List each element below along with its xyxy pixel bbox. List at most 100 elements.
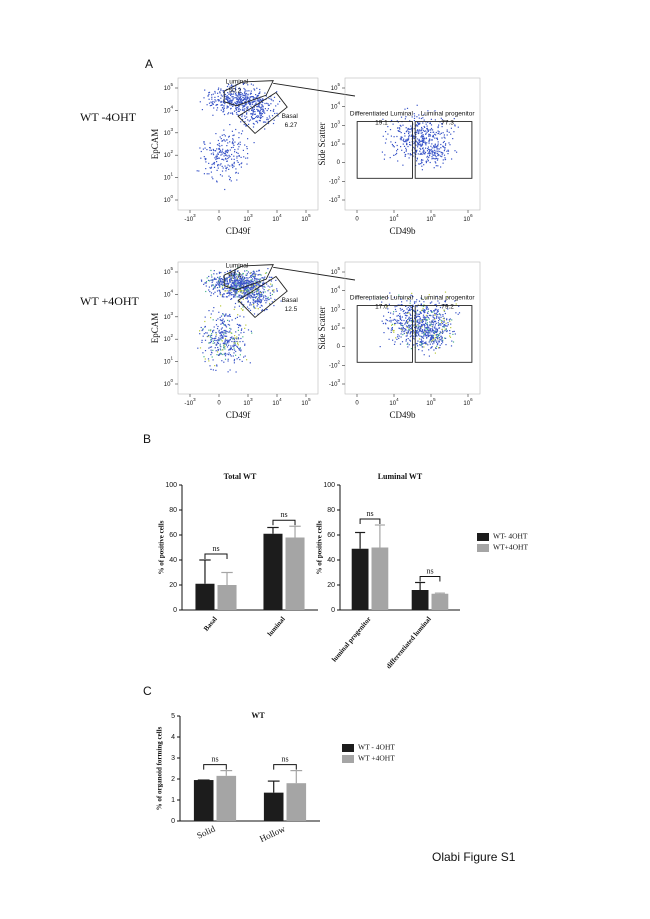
event-dot xyxy=(267,285,269,287)
event-dot xyxy=(253,100,255,103)
event-dot xyxy=(235,109,237,111)
event-dot xyxy=(436,295,438,297)
event-dot xyxy=(224,287,226,289)
event-dot xyxy=(251,96,253,98)
event-dot xyxy=(250,115,253,118)
event-dot xyxy=(232,282,234,284)
event-dot xyxy=(440,132,442,134)
event-dot xyxy=(261,110,264,112)
event-dot xyxy=(420,130,422,132)
event-dot xyxy=(427,148,429,150)
event-dot xyxy=(220,319,222,322)
event-dot xyxy=(217,276,219,278)
event-dot xyxy=(401,327,403,329)
event-dot xyxy=(431,301,433,303)
tick-label: 102 xyxy=(164,149,174,158)
event-dot xyxy=(384,154,386,156)
event-dot xyxy=(446,134,448,136)
event-dot xyxy=(211,279,213,281)
event-dot xyxy=(259,110,261,112)
event-dot xyxy=(444,301,446,303)
event-dot xyxy=(409,154,411,156)
event-dot xyxy=(238,94,240,96)
event-dot xyxy=(256,95,258,97)
event-dot xyxy=(424,328,426,330)
event-dot xyxy=(430,337,432,339)
event-dot xyxy=(268,276,270,278)
event-dot xyxy=(232,294,234,296)
event-dot xyxy=(211,356,213,358)
event-dot xyxy=(234,289,236,291)
event-dot xyxy=(225,168,228,170)
event-dot xyxy=(221,151,223,153)
tick-base: 10 xyxy=(331,123,338,129)
event-dot xyxy=(236,160,238,162)
event-dot xyxy=(418,322,420,324)
event-dot xyxy=(400,322,402,324)
event-dot xyxy=(224,280,227,282)
event-dot xyxy=(396,152,398,154)
event-dot xyxy=(443,324,445,326)
event-dot xyxy=(406,332,408,334)
event-dot xyxy=(250,92,252,94)
event-dot xyxy=(428,134,430,136)
tick-label: 102 xyxy=(331,322,341,331)
event-dot xyxy=(444,312,446,315)
event-dot xyxy=(238,164,240,166)
event-dot xyxy=(204,282,206,284)
event-dot xyxy=(222,148,224,150)
event-dot xyxy=(428,314,430,316)
event-dot xyxy=(431,158,433,160)
event-dot xyxy=(413,137,415,139)
event-dot xyxy=(409,141,411,143)
event-dot xyxy=(224,346,226,348)
event-dot xyxy=(447,150,450,152)
event-dot xyxy=(226,279,228,281)
event-dot xyxy=(455,312,457,314)
event-dot xyxy=(396,135,398,138)
event-dot xyxy=(234,272,236,274)
event-dot xyxy=(232,113,234,115)
event-dot xyxy=(204,350,207,352)
event-dot xyxy=(199,347,202,349)
event-dot xyxy=(240,275,242,277)
event-dot xyxy=(419,317,421,319)
event-dot xyxy=(247,286,250,288)
event-dot xyxy=(232,277,235,279)
event-dot xyxy=(423,310,426,312)
event-dot xyxy=(240,291,242,293)
event-dot xyxy=(231,96,233,98)
tick-exponent: 4 xyxy=(279,213,282,218)
event-dot xyxy=(401,304,403,306)
y-tick-label: 0 xyxy=(331,607,335,614)
event-dot xyxy=(239,109,242,111)
event-dot xyxy=(419,322,421,324)
event-dot xyxy=(226,270,229,272)
event-dot xyxy=(449,144,451,146)
event-dot xyxy=(421,169,423,171)
event-dot xyxy=(416,144,418,146)
event-dot xyxy=(249,302,252,304)
event-dot xyxy=(221,140,224,142)
event-dot xyxy=(220,151,222,153)
event-dot xyxy=(210,167,212,169)
event-dot xyxy=(236,316,238,318)
event-dot xyxy=(437,155,439,157)
event-dot xyxy=(227,323,229,326)
event-dot xyxy=(394,324,396,326)
event-dot xyxy=(256,285,258,288)
event-dot xyxy=(241,292,243,294)
event-dot xyxy=(446,150,448,152)
tick-label: 106 xyxy=(463,213,473,222)
event-dot xyxy=(240,163,242,165)
event-dot xyxy=(400,317,402,319)
tick-base: 10 xyxy=(426,401,433,407)
event-dot xyxy=(265,296,267,298)
event-dot xyxy=(220,339,222,341)
event-dot xyxy=(434,308,436,310)
event-dot xyxy=(242,83,244,85)
event-dot xyxy=(398,294,400,296)
event-dot xyxy=(219,286,221,288)
event-dot xyxy=(432,340,434,343)
event-dot xyxy=(237,326,240,329)
